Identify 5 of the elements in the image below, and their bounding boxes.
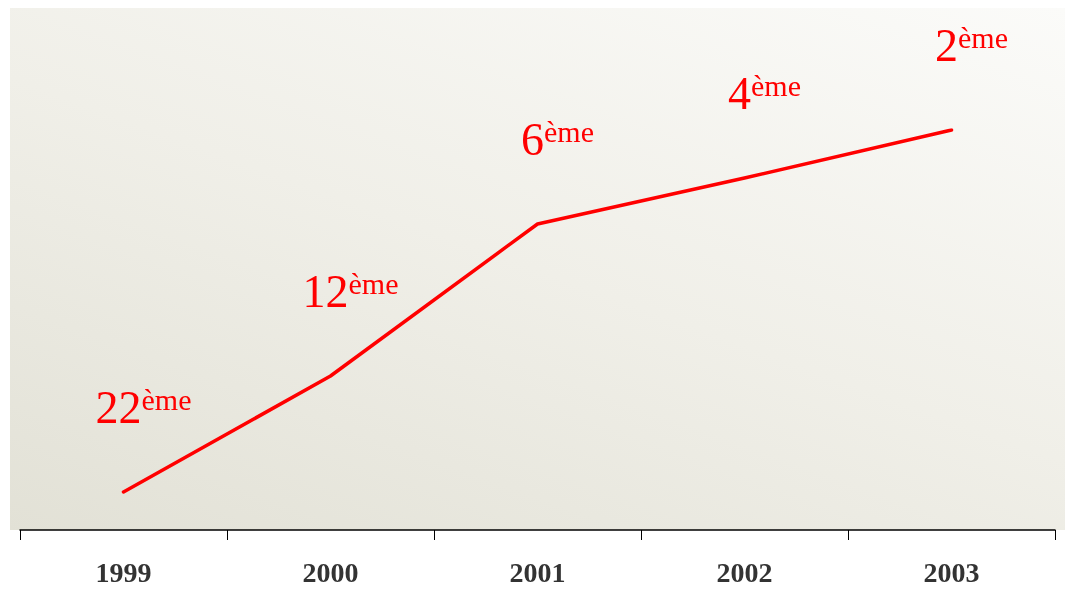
x-tick-label: 1999	[95, 556, 152, 588]
x-tick-label: 2003	[923, 556, 980, 588]
x-tick-label: 2001	[509, 556, 566, 588]
x-tick-label: 2002	[716, 556, 773, 588]
x-tick-label: 2000	[302, 556, 359, 588]
